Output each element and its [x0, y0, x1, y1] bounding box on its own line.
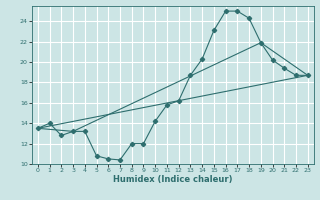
X-axis label: Humidex (Indice chaleur): Humidex (Indice chaleur): [113, 175, 233, 184]
